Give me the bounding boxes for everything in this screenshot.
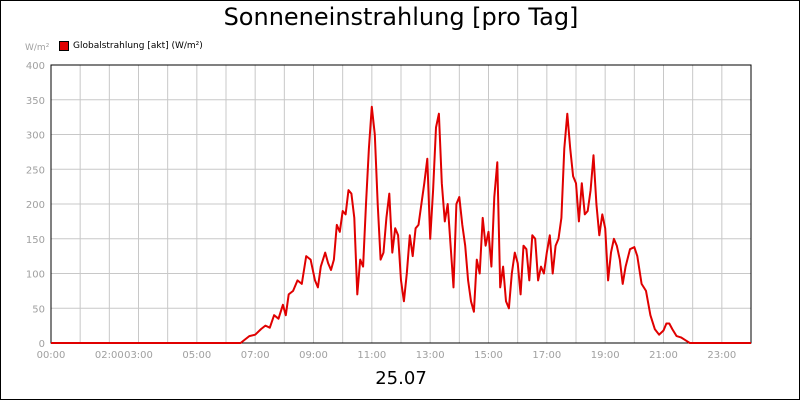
x-tick-label: 07:00 <box>241 350 270 361</box>
plot-border <box>50 64 752 344</box>
y-tick-label: 250 <box>26 165 45 176</box>
y-axis-unit-label: W/m² <box>25 43 50 53</box>
x-tick-label: 21:00 <box>649 350 678 361</box>
legend: Globalstrahlung [akt] (W/m²) <box>59 39 203 53</box>
x-tick-label: 13:00 <box>416 350 445 361</box>
x-tick-label: 03:00 <box>124 350 153 361</box>
x-tick-label: 09:00 <box>299 350 328 361</box>
y-tick-label: 200 <box>26 200 45 211</box>
series-line <box>51 105 751 344</box>
x-tick-label: 00:00 <box>37 350 66 361</box>
y-tick-label: 0 <box>39 339 45 350</box>
y-tick-label: 400 <box>26 61 45 72</box>
date-label: 25.07 <box>375 368 427 389</box>
x-tick-label: 11:00 <box>357 350 386 361</box>
chart-title: Sonneneinstrahlung [pro Tag] <box>223 3 579 31</box>
x-tick-label: 19:00 <box>591 350 620 361</box>
legend-label: Globalstrahlung [akt] (W/m²) <box>73 41 203 51</box>
y-tick-label: 50 <box>32 304 45 315</box>
legend-swatch <box>59 41 69 51</box>
y-tick-label: 350 <box>26 96 45 107</box>
x-tick-label: 02:00 <box>95 350 124 361</box>
x-tick-label: 17:00 <box>532 350 561 361</box>
x-tick-label: 15:00 <box>474 350 503 361</box>
y-tick-label: 100 <box>26 270 45 281</box>
x-tick-label: 05:00 <box>182 350 211 361</box>
y-tick-label: 150 <box>26 235 45 246</box>
x-tick-label: 23:00 <box>707 350 736 361</box>
y-tick-label: 300 <box>26 131 45 142</box>
